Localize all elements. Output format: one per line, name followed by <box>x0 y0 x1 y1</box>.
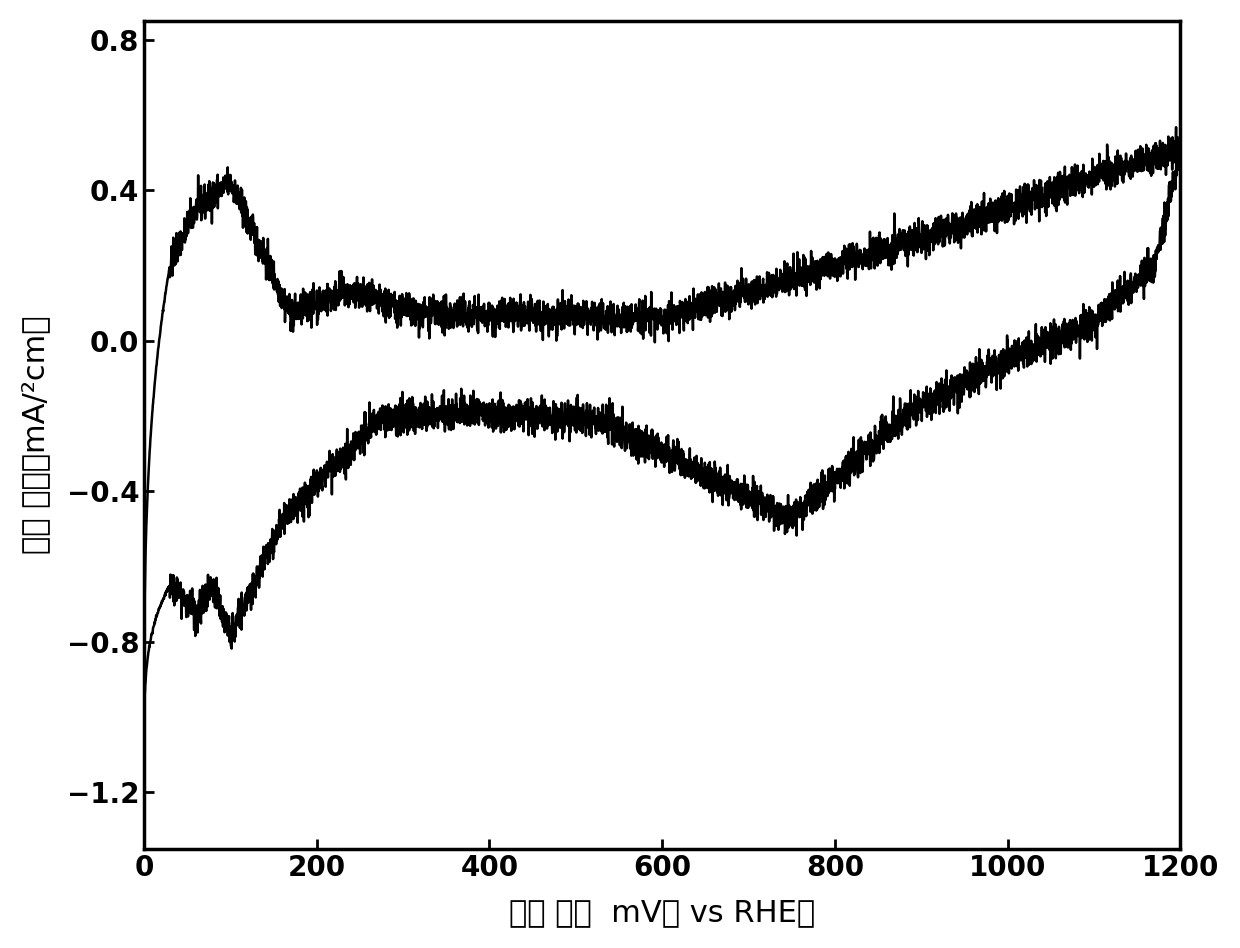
Y-axis label: 电流 密度（mA/²cm）: 电流 密度（mA/²cm） <box>21 316 50 554</box>
X-axis label: 电极 电势  mV（ vs RHE）: 电极 电势 mV（ vs RHE） <box>510 898 815 927</box>
